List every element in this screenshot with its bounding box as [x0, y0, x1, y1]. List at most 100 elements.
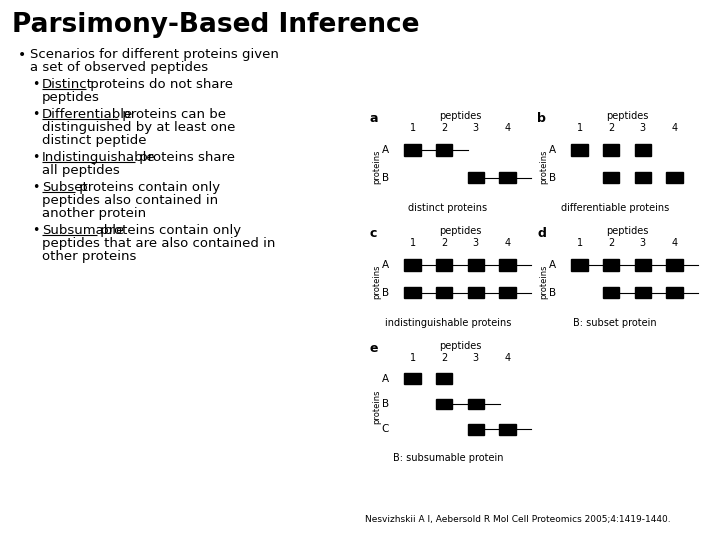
- Text: proteins can be: proteins can be: [118, 108, 226, 121]
- Text: distinguished by at least one: distinguished by at least one: [42, 121, 235, 134]
- Text: e: e: [370, 342, 379, 355]
- Text: proteins: proteins: [372, 264, 381, 299]
- Text: peptides: peptides: [438, 341, 481, 351]
- Text: Subset: Subset: [42, 181, 88, 194]
- Text: 1: 1: [410, 353, 415, 363]
- Text: proteins: proteins: [372, 389, 381, 424]
- Bar: [666, 287, 683, 299]
- Bar: [436, 144, 452, 156]
- Text: A: A: [382, 145, 389, 155]
- Text: A: A: [382, 260, 389, 270]
- Bar: [666, 259, 683, 271]
- Bar: [436, 287, 452, 299]
- Text: 4: 4: [505, 238, 510, 248]
- Text: another protein: another protein: [42, 207, 146, 220]
- Text: •: •: [32, 151, 40, 164]
- Bar: [467, 399, 484, 409]
- Bar: [405, 144, 420, 156]
- Text: b: b: [537, 112, 546, 125]
- Text: 3: 3: [473, 238, 479, 248]
- Bar: [572, 259, 588, 271]
- Text: Distinct: Distinct: [42, 78, 93, 91]
- Bar: [467, 287, 484, 299]
- Bar: [405, 373, 420, 384]
- Bar: [634, 259, 651, 271]
- Bar: [499, 287, 516, 299]
- Text: indistinguishable proteins: indistinguishable proteins: [384, 318, 511, 328]
- Text: 2: 2: [441, 123, 447, 133]
- Bar: [405, 259, 420, 271]
- Bar: [634, 144, 651, 156]
- Text: peptides: peptides: [606, 111, 648, 121]
- Text: 3: 3: [640, 123, 646, 133]
- Text: proteins: proteins: [372, 149, 381, 184]
- Bar: [634, 287, 651, 299]
- Text: 1: 1: [577, 238, 582, 248]
- Text: •: •: [18, 48, 26, 62]
- Text: distinct peptide: distinct peptide: [42, 134, 146, 147]
- Text: 2: 2: [608, 123, 614, 133]
- Text: Indistinguishable: Indistinguishable: [42, 151, 156, 164]
- Text: d: d: [537, 227, 546, 240]
- Text: 1: 1: [577, 123, 582, 133]
- Text: B: B: [549, 173, 556, 183]
- Bar: [603, 172, 619, 184]
- Text: B: subset protein: B: subset protein: [573, 318, 657, 328]
- Bar: [499, 259, 516, 271]
- Text: C: C: [382, 424, 389, 434]
- Text: 4: 4: [671, 238, 678, 248]
- Text: c: c: [370, 227, 377, 240]
- Text: 2: 2: [441, 353, 447, 363]
- Text: a set of observed peptides: a set of observed peptides: [30, 61, 208, 74]
- Text: 4: 4: [505, 123, 510, 133]
- Bar: [467, 172, 484, 184]
- Text: 1: 1: [410, 123, 415, 133]
- Text: proteins: proteins: [539, 264, 548, 299]
- Bar: [405, 287, 420, 299]
- Text: differentiable proteins: differentiable proteins: [561, 203, 669, 213]
- Text: proteins share: proteins share: [135, 151, 235, 164]
- Text: 4: 4: [671, 123, 678, 133]
- Text: 2: 2: [608, 238, 614, 248]
- Text: 2: 2: [441, 238, 447, 248]
- Text: peptides that are also contained in: peptides that are also contained in: [42, 237, 275, 250]
- Text: •: •: [32, 108, 40, 121]
- Text: •: •: [32, 181, 40, 194]
- Text: Nesvizhskii A I, Aebersold R Mol Cell Proteomics 2005;4:1419-1440.: Nesvizhskii A I, Aebersold R Mol Cell Pr…: [365, 515, 670, 524]
- Text: A: A: [382, 374, 389, 383]
- Text: •: •: [32, 224, 40, 237]
- Text: Parsimony-Based Inference: Parsimony-Based Inference: [12, 12, 420, 38]
- Text: 4: 4: [505, 353, 510, 363]
- Text: A: A: [549, 145, 556, 155]
- Bar: [666, 172, 683, 184]
- Text: all peptides: all peptides: [42, 164, 120, 177]
- Text: proteins contain only: proteins contain only: [75, 181, 220, 194]
- Text: •: •: [32, 78, 40, 91]
- Text: peptides: peptides: [438, 226, 481, 236]
- Text: 3: 3: [640, 238, 646, 248]
- Text: 1: 1: [410, 238, 415, 248]
- Text: peptides: peptides: [438, 111, 481, 121]
- Bar: [436, 373, 452, 384]
- Bar: [467, 259, 484, 271]
- Bar: [603, 287, 619, 299]
- Text: B: subsumable protein: B: subsumable protein: [392, 453, 503, 463]
- Bar: [436, 259, 452, 271]
- Text: B: B: [382, 173, 389, 183]
- Bar: [572, 144, 588, 156]
- Text: Differentiable: Differentiable: [42, 108, 133, 121]
- Bar: [467, 424, 484, 435]
- Text: Subsumable: Subsumable: [42, 224, 125, 237]
- Text: 3: 3: [473, 123, 479, 133]
- Text: a: a: [370, 112, 379, 125]
- Text: peptides: peptides: [42, 91, 100, 104]
- Text: 3: 3: [473, 353, 479, 363]
- Text: peptides: peptides: [606, 226, 648, 236]
- Text: proteins contain only: proteins contain only: [96, 224, 242, 237]
- Text: other proteins: other proteins: [42, 250, 136, 263]
- Text: proteins do not share: proteins do not share: [86, 78, 233, 91]
- Bar: [603, 144, 619, 156]
- Bar: [436, 399, 452, 409]
- Bar: [603, 259, 619, 271]
- Text: proteins: proteins: [539, 149, 548, 184]
